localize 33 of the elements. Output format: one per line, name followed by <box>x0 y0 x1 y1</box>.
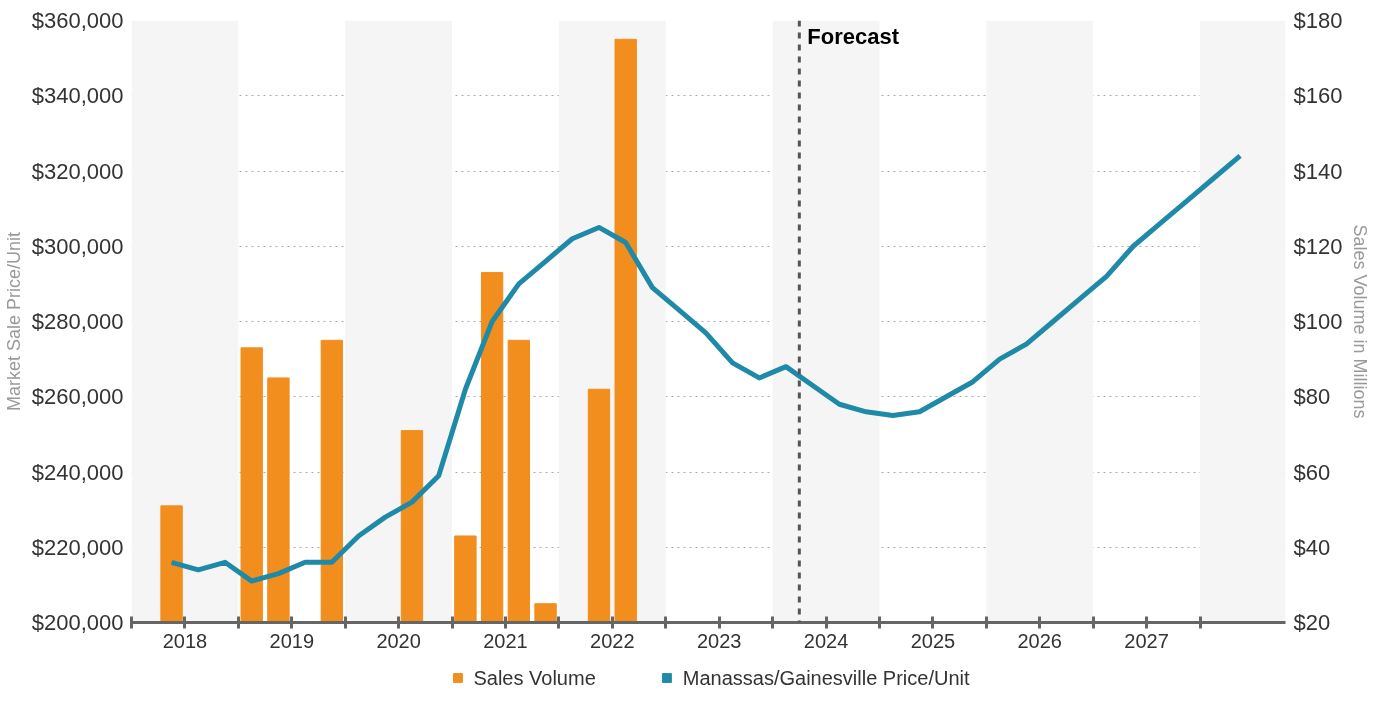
y2-axis-title: Sales Volume in Millions <box>1350 224 1371 419</box>
x-tick-label: 2022 <box>590 629 635 652</box>
x-tick-label: 2025 <box>910 629 956 652</box>
y2-tick-label: $100 <box>1293 309 1343 334</box>
y-tick-label: $220,000 <box>31 534 124 560</box>
y-tick-label: $340,000 <box>31 83 124 109</box>
x-tick-label: 2027 <box>1124 629 1169 652</box>
legend-label: Manassas/Gainesville Price/Unit <box>682 666 970 689</box>
ref-line-label: Forecast <box>807 23 900 49</box>
legend-label: Sales Volume <box>473 666 596 689</box>
x-tick-label: 2020 <box>376 629 421 652</box>
x-tick-label: 2023 <box>696 629 742 652</box>
y-axis-title: Market Sale Price/Unit <box>3 231 24 412</box>
y-tick-label: $240,000 <box>31 459 124 485</box>
y2-tick-label: $160 <box>1293 83 1343 109</box>
y-tick-label: $260,000 <box>31 384 124 410</box>
y2-tick-label: $40 <box>1293 534 1331 560</box>
x-tick-label: 2018 <box>162 629 208 652</box>
y-tick-label: $360,000 <box>31 8 124 33</box>
y2-tick-label: $60 <box>1293 459 1331 485</box>
y-tick-label: $280,000 <box>31 309 124 334</box>
y2-tick-label: $140 <box>1293 158 1343 184</box>
y2-tick-label: $80 <box>1293 384 1331 410</box>
x-tick-label: 2026 <box>1017 629 1062 652</box>
x-tick-label: 2024 <box>803 629 849 652</box>
x-tick-label: 2021 <box>483 629 528 652</box>
y-tick-label: $320,000 <box>31 158 124 184</box>
x-tick-label: 2019 <box>269 629 315 652</box>
y-tick-label: $200,000 <box>31 610 124 635</box>
y2-tick-label: $120 <box>1293 233 1343 259</box>
y-tick-label: $300,000 <box>31 233 124 259</box>
y2-tick-label: $180 <box>1293 8 1343 33</box>
y2-tick-label: $20 <box>1293 610 1331 635</box>
